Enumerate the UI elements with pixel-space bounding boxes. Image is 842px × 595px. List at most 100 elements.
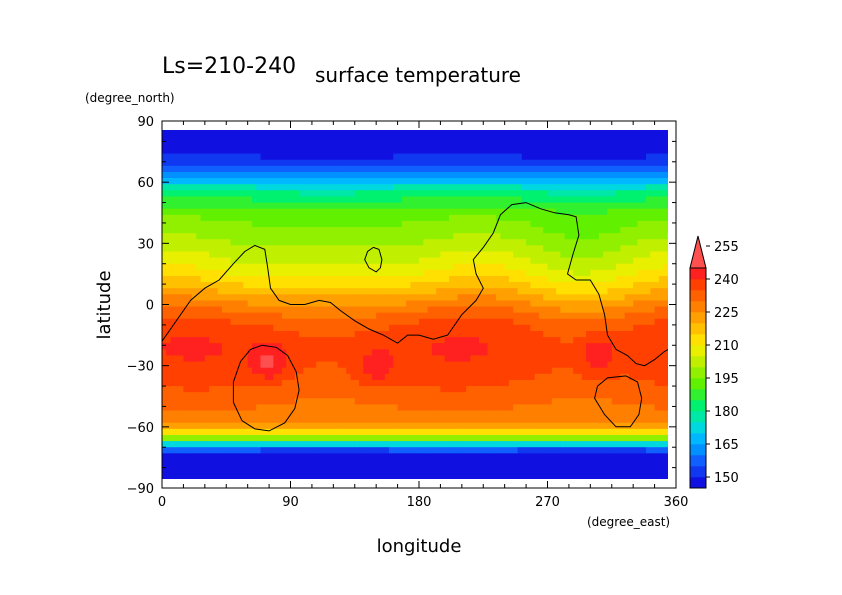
field-cell — [213, 159, 219, 167]
field-cell — [179, 263, 185, 271]
field-cell — [247, 220, 253, 228]
field-cell — [371, 165, 377, 173]
field-cell — [616, 318, 621, 326]
field-cell — [179, 251, 185, 259]
field-cell — [316, 355, 322, 363]
field-cell — [217, 349, 223, 357]
field-cell — [607, 245, 613, 253]
field-cell — [213, 300, 219, 308]
field-cell — [598, 251, 604, 259]
field-cell — [204, 227, 210, 234]
field-cell — [628, 233, 634, 240]
field-cell — [551, 306, 557, 314]
field-cell — [230, 214, 236, 222]
field-cell — [273, 123, 278, 130]
field-cell — [174, 263, 180, 271]
field-cell — [277, 220, 283, 228]
field-cell — [543, 275, 549, 283]
field-cell — [526, 318, 531, 326]
field-cell — [239, 147, 244, 155]
field-cell — [478, 178, 484, 185]
field-cell — [243, 141, 249, 149]
field-cell — [457, 130, 463, 136]
field-cell — [466, 349, 471, 357]
field-cell — [251, 214, 257, 222]
field-cell — [414, 257, 420, 265]
field-cell — [273, 263, 279, 271]
field-cell — [440, 196, 446, 204]
field-cell — [384, 178, 390, 185]
field-cell — [551, 214, 557, 222]
field-cell — [526, 282, 531, 289]
field-cell — [654, 318, 660, 326]
field-cell — [620, 184, 626, 191]
field-cell — [389, 282, 394, 289]
field-cell — [586, 306, 591, 314]
field-cell — [341, 257, 347, 265]
field-cell — [380, 312, 386, 320]
field-cell — [384, 331, 390, 338]
field-cell — [646, 257, 651, 265]
field-cell — [504, 306, 510, 314]
field-cell — [658, 269, 664, 277]
field-cell — [616, 184, 621, 191]
field-cell — [209, 233, 214, 240]
field-cell — [470, 349, 476, 357]
field-cell — [496, 220, 501, 228]
field-cell — [646, 245, 651, 253]
field-cell — [367, 349, 373, 357]
field-cell — [440, 343, 446, 350]
field-cell — [646, 184, 651, 191]
field-cell — [517, 294, 523, 302]
field-cell — [577, 190, 583, 198]
field-cell — [406, 196, 412, 204]
field-cell — [341, 214, 347, 222]
field-cell — [526, 239, 531, 246]
field-cell — [478, 130, 484, 136]
field-cell — [598, 324, 604, 332]
field-cell — [170, 337, 176, 344]
field-cell — [616, 349, 621, 357]
field-cell — [316, 312, 322, 320]
field-cell — [389, 190, 394, 198]
field-cell — [273, 239, 279, 246]
field-cell — [607, 257, 613, 265]
field-cell — [179, 233, 185, 240]
field-cell — [350, 282, 356, 289]
field-cell — [410, 190, 416, 198]
field-cell — [204, 343, 210, 350]
field-cell — [496, 251, 501, 259]
field-cell — [581, 178, 587, 185]
field-cell — [281, 208, 287, 216]
field-cell — [538, 196, 544, 204]
field-cell — [448, 178, 454, 185]
field-cell — [397, 349, 403, 357]
field-cell — [598, 153, 604, 161]
field-cell — [414, 361, 420, 369]
field-cell — [654, 349, 660, 357]
field-cell — [294, 178, 300, 185]
field-cell — [444, 355, 450, 363]
field-cell — [457, 343, 463, 350]
field-cell — [637, 324, 643, 332]
field-cell — [611, 178, 617, 185]
field-cell — [401, 324, 407, 332]
field-cell — [303, 153, 309, 161]
field-cell — [393, 141, 399, 149]
field-cell — [620, 275, 626, 283]
field-cell — [500, 355, 506, 363]
field-cell — [620, 306, 626, 314]
field-cell — [423, 178, 429, 185]
field-cell — [299, 214, 304, 222]
field-cell — [234, 190, 240, 198]
field-cell — [607, 141, 613, 149]
field-cell — [217, 171, 223, 179]
field-cell — [577, 178, 583, 185]
field-cell — [500, 251, 506, 259]
field-cell — [337, 251, 343, 259]
field-cell — [324, 165, 330, 173]
field-cell — [594, 147, 600, 155]
field-cell — [624, 130, 630, 136]
field-cell — [337, 312, 343, 320]
field-cell — [573, 233, 579, 240]
